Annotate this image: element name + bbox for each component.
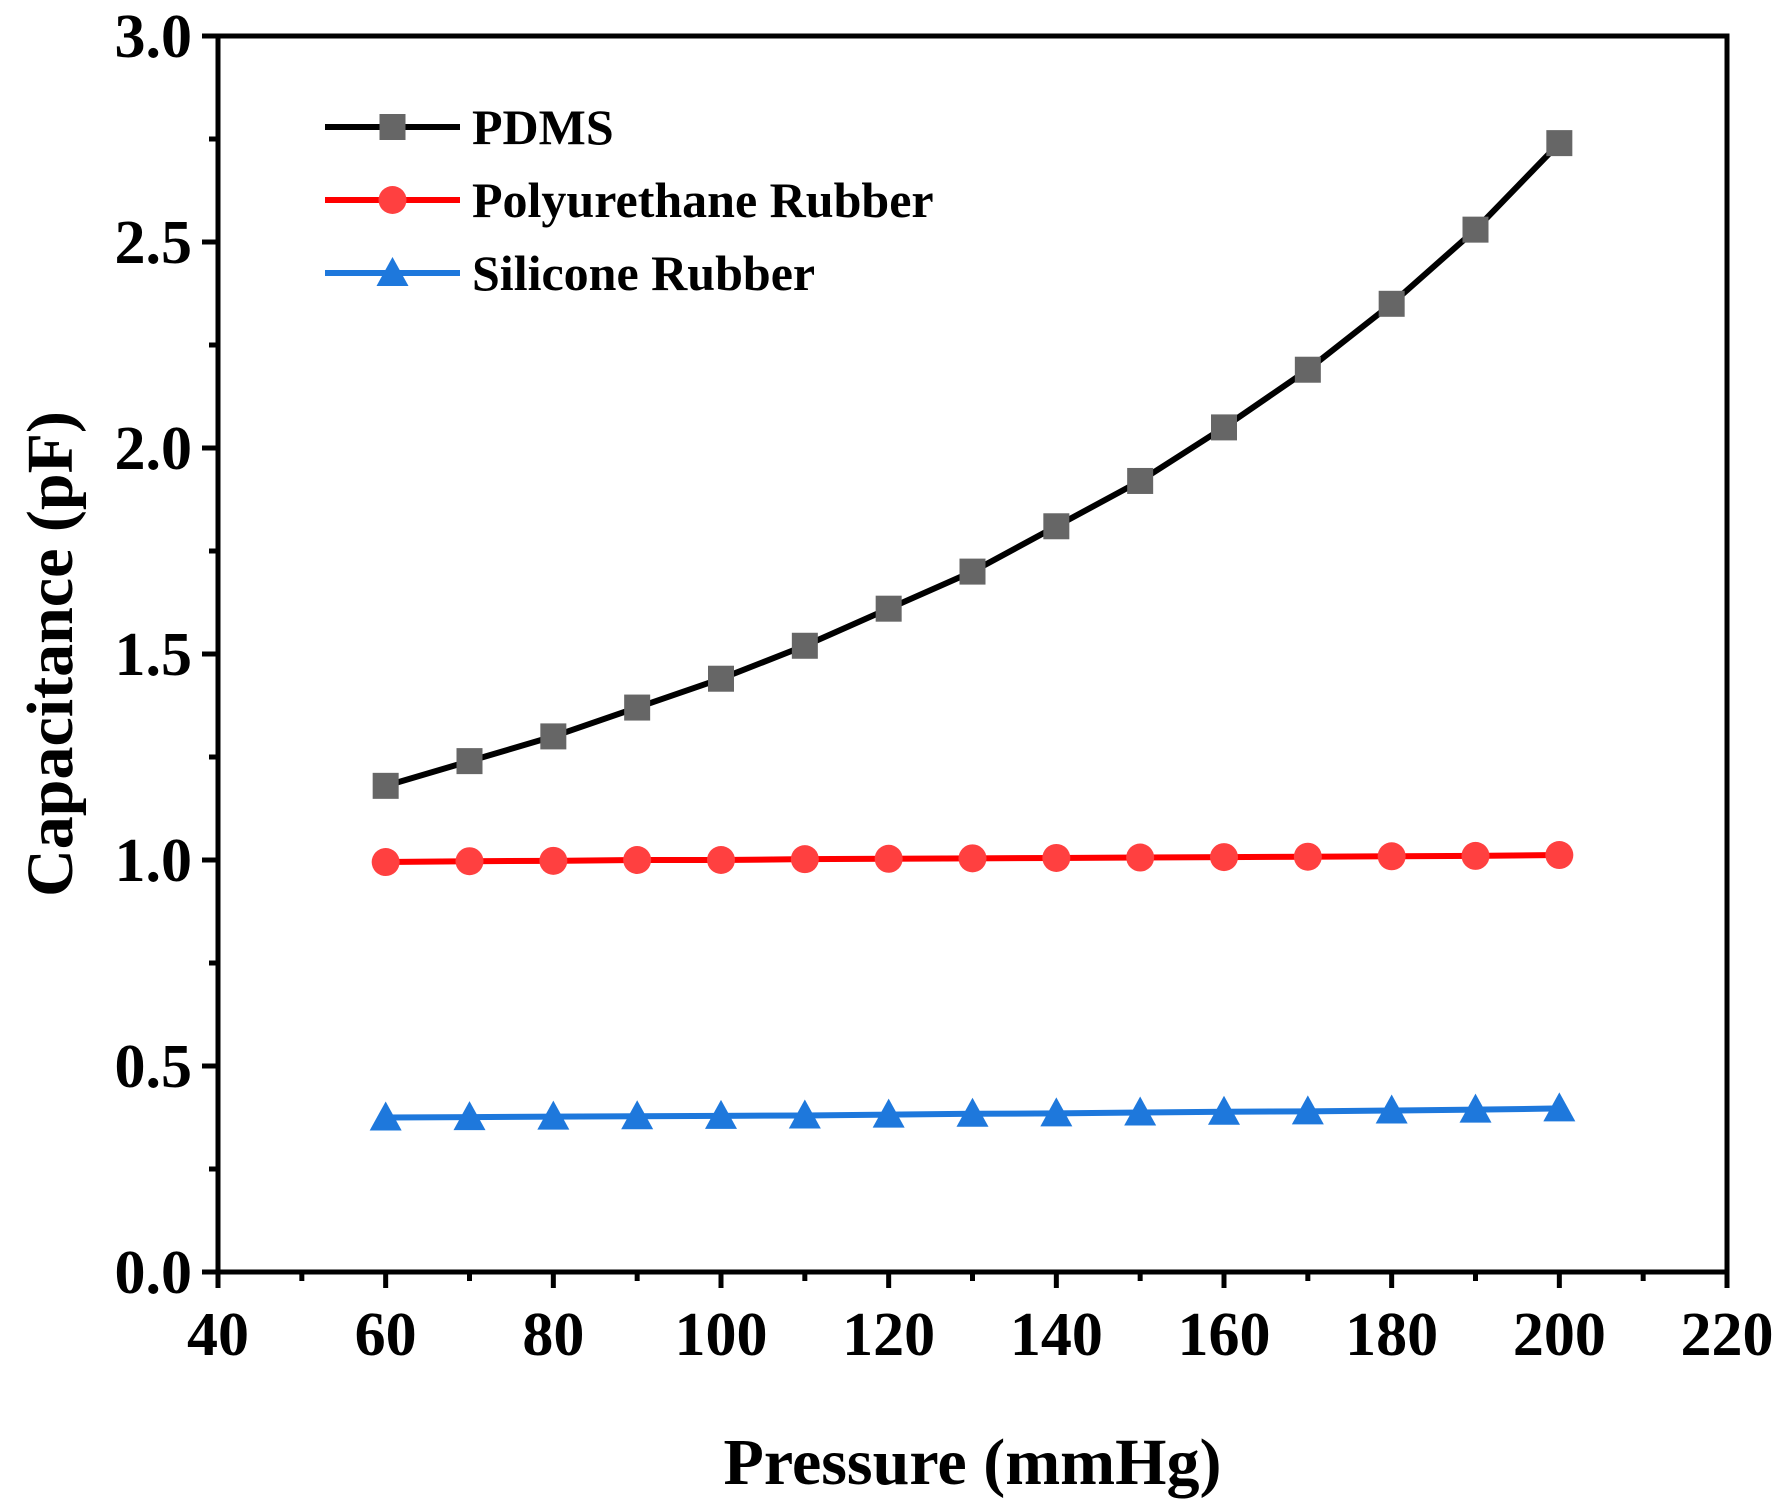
data-point (790, 845, 819, 874)
y-tick-label: 2.0 (115, 415, 193, 483)
data-point (1291, 1095, 1324, 1125)
data-point (1040, 1097, 1073, 1127)
data-point (1124, 1096, 1157, 1126)
data-point (539, 846, 568, 875)
y-tick-label: 2.5 (115, 209, 193, 277)
legend-item: PDMS (325, 99, 614, 155)
legend-item: Silicone Rubber (325, 245, 815, 301)
data-point (872, 1098, 905, 1128)
y-axis-title: Capacitance (pF) (14, 411, 87, 897)
x-tick-label: 160 (1178, 1301, 1271, 1369)
legend-marker (379, 114, 406, 140)
series-1 (371, 841, 1574, 877)
data-point (705, 1099, 737, 1129)
x-tick-label: 100 (675, 1301, 768, 1369)
x-axis-title: Pressure (mmHg) (724, 1426, 1222, 1499)
legend-marker (378, 186, 407, 214)
data-point (708, 665, 734, 692)
data-point (1210, 843, 1238, 872)
series-2 (369, 1092, 1576, 1131)
data-point (624, 694, 651, 721)
x-tick-label: 200 (1513, 1301, 1606, 1369)
y-tick-label: 3.0 (115, 3, 193, 71)
data-point (1462, 216, 1489, 243)
legend-marker (376, 257, 409, 286)
axes-layer: 40 60 80 100 120 140 160 180 200 220 0.0 0.5 1.0 1.5 2… (115, 3, 1774, 1369)
data-point (1546, 130, 1573, 157)
data-point (1042, 843, 1071, 872)
data-point (1543, 1092, 1576, 1122)
x-tick-label: 120 (842, 1301, 935, 1369)
legend-label: Polyurethane Rubber (472, 172, 934, 228)
data-point (1126, 843, 1155, 872)
data-point (621, 1100, 654, 1130)
data-point (540, 723, 567, 750)
x-tick-label: 80 (522, 1301, 584, 1369)
data-point (1377, 842, 1406, 871)
data-point (707, 846, 735, 874)
x-tick-label: 60 (355, 1301, 417, 1369)
data-point (1043, 513, 1070, 540)
data-point (371, 848, 400, 877)
data-point (453, 1101, 486, 1131)
data-point (959, 558, 986, 585)
data-point (1293, 842, 1322, 871)
data-point (455, 847, 484, 876)
y-tick-label: 1.0 (115, 827, 193, 895)
data-point (1375, 1094, 1408, 1124)
data-point (623, 846, 652, 874)
y-tick-label: 0.0 (115, 1239, 193, 1307)
data-point (372, 772, 399, 799)
data-point (791, 632, 818, 659)
data-point (537, 1100, 570, 1130)
data-point (788, 1099, 821, 1129)
series-layer (369, 130, 1576, 1131)
data-point (1378, 290, 1405, 317)
x-tick-label: 180 (1345, 1301, 1438, 1369)
data-point (1461, 841, 1490, 870)
data-point (875, 595, 902, 622)
data-point (456, 748, 483, 775)
data-point (874, 844, 903, 873)
data-point (1208, 1095, 1240, 1125)
data-point (958, 844, 987, 873)
legend: PDMS Polyurethane Rubber Silicone Rubber (325, 99, 934, 301)
legend-item: Polyurethane Rubber (325, 172, 934, 228)
series-0 (372, 130, 1573, 799)
data-point (956, 1097, 989, 1127)
x-tick-label: 220 (1681, 1301, 1774, 1369)
data-point (369, 1101, 402, 1131)
x-tick-label: 140 (1010, 1301, 1103, 1369)
x-tick-label: 40 (187, 1301, 249, 1369)
y-tick-label: 0.5 (115, 1033, 193, 1101)
data-point (1211, 414, 1237, 441)
legend-label: PDMS (472, 99, 614, 155)
data-point (1459, 1093, 1492, 1123)
data-point (1127, 467, 1154, 494)
legend-label: Silicone Rubber (472, 245, 815, 301)
data-point (1545, 841, 1574, 870)
data-point (1294, 356, 1321, 383)
y-tick-label: 1.5 (115, 621, 193, 689)
